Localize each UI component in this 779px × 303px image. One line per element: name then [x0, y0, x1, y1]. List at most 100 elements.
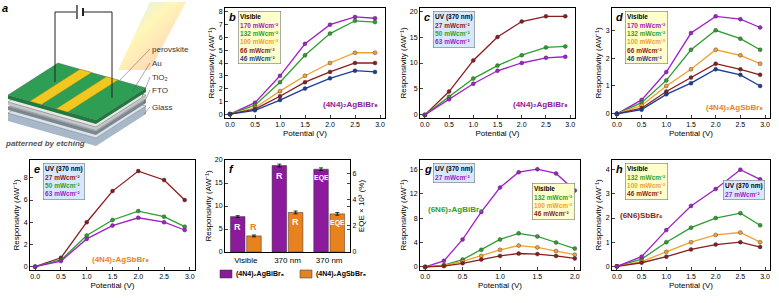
svg-text:perovskite: perovskite — [152, 45, 189, 54]
svg-text:2.0: 2.0 — [570, 273, 580, 280]
svg-text:2.0: 2.0 — [325, 121, 335, 128]
svg-text:3: 3 — [606, 27, 610, 34]
svg-text:4: 4 — [24, 219, 28, 226]
svg-text:b: b — [229, 11, 236, 23]
svg-text:2.0: 2.0 — [711, 121, 721, 128]
svg-text:10: 10 — [215, 202, 223, 209]
svg-text:1.0: 1.0 — [661, 121, 671, 128]
svg-text:12: 12 — [410, 190, 418, 197]
svg-text:a: a — [2, 2, 8, 14]
svg-text:d: d — [616, 11, 623, 23]
svg-text:(4N4)₂AgSbBr₈: (4N4)₂AgSbBr₈ — [92, 255, 149, 264]
svg-text:0.5: 0.5 — [637, 121, 647, 128]
svg-text:3: 3 — [219, 72, 223, 79]
svg-text:Visible170 mWcm⁻²132 mWcm⁻²100: Visible170 mWcm⁻²132 mWcm⁻²100 mWcm⁻²66 … — [240, 13, 279, 62]
svg-text:Visible132 mWcm⁻²100 mWcm⁻²46: Visible132 mWcm⁻²100 mWcm⁻²46 mWcm⁻² — [627, 165, 666, 197]
svg-text:Responsivity (AW⁻¹): Responsivity (AW⁻¹) — [594, 179, 603, 250]
svg-text:Au: Au — [152, 59, 162, 68]
svg-text:0.5: 0.5 — [56, 273, 66, 280]
svg-text:3.0: 3.0 — [375, 121, 385, 128]
svg-text:(4N4)₂AgBiBr₈: (4N4)₂AgBiBr₈ — [323, 100, 378, 109]
svg-text:3.0: 3.0 — [565, 121, 575, 128]
svg-text:1.5: 1.5 — [686, 121, 696, 128]
svg-text:Visible132 mWcm⁻²100 mWcm⁻²46: Visible132 mWcm⁻²100 mWcm⁻²46 mWcm⁻² — [534, 185, 573, 217]
svg-text:2.0: 2.0 — [711, 273, 721, 280]
svg-text:UV (370 nm)27 mWcm⁻²: UV (370 nm)27 mWcm⁻² — [725, 182, 763, 197]
svg-text:0.0: 0.0 — [420, 273, 430, 280]
svg-text:0.5: 0.5 — [444, 121, 454, 128]
svg-text:(6N6)₂AgBiBr₈: (6N6)₂AgBiBr₈ — [428, 205, 483, 214]
svg-text:EQE × 10³ (%): EQE × 10³ (%) — [357, 180, 366, 233]
svg-text:0.0: 0.0 — [420, 121, 430, 128]
svg-text:Responsivity (AW⁻¹): Responsivity (AW⁻¹) — [594, 27, 603, 98]
svg-text:2.0: 2.0 — [133, 273, 143, 280]
svg-text:0: 0 — [219, 248, 223, 255]
svg-text:UV (370 nm)27 mWcm⁻²50 mWcm⁻²6: UV (370 nm)27 mWcm⁻²50 mWcm⁻²63 mWcm⁻² — [45, 165, 83, 197]
svg-text:1.5: 1.5 — [300, 121, 310, 128]
svg-text:Potential (V): Potential (V) — [90, 281, 134, 290]
svg-text:Responsivity (AW⁻¹): Responsivity (AW⁻¹) — [399, 179, 408, 250]
svg-text:8: 8 — [414, 215, 418, 222]
svg-text:2: 2 — [352, 222, 356, 229]
svg-text:0.5: 0.5 — [250, 121, 260, 128]
svg-text:2.5: 2.5 — [541, 121, 551, 128]
svg-text:1.5: 1.5 — [493, 121, 503, 128]
svg-text:0: 0 — [219, 111, 223, 118]
svg-text:1.0: 1.0 — [275, 121, 285, 128]
svg-text:1.0: 1.0 — [495, 273, 505, 280]
svg-text:1: 1 — [219, 98, 223, 105]
svg-text:5: 5 — [219, 47, 223, 54]
svg-text:patterned by etching: patterned by etching — [5, 139, 85, 148]
svg-text:1: 1 — [606, 239, 610, 246]
svg-text:4: 4 — [219, 59, 223, 66]
svg-text:h: h — [616, 163, 623, 175]
svg-text:1.5: 1.5 — [108, 273, 118, 280]
svg-text:0: 0 — [414, 111, 418, 118]
svg-text:7: 7 — [219, 21, 223, 28]
svg-text:Visible170 mWcm⁻²132 mWcm⁻²100: Visible170 mWcm⁻²132 mWcm⁻²100 mWcm⁻²66 … — [627, 13, 666, 62]
svg-text:2.0: 2.0 — [517, 121, 527, 128]
svg-text:2.5: 2.5 — [736, 121, 746, 128]
svg-text:0.0: 0.0 — [225, 121, 235, 128]
svg-text:5: 5 — [219, 225, 223, 232]
svg-text:3.0: 3.0 — [760, 273, 770, 280]
svg-text:0: 0 — [414, 263, 418, 270]
svg-text:5: 5 — [414, 85, 418, 92]
svg-text:0.5: 0.5 — [458, 273, 468, 280]
svg-text:g: g — [424, 163, 432, 175]
svg-text:8: 8 — [219, 8, 223, 15]
svg-text:(4N4)₂AgSbBr₈: (4N4)₂AgSbBr₈ — [316, 270, 366, 278]
svg-text:c: c — [424, 11, 430, 23]
svg-text:Responsivity (AW⁻¹): Responsivity (AW⁻¹) — [12, 179, 21, 250]
svg-text:Potential (V): Potential (V) — [669, 281, 713, 290]
svg-text:1.5: 1.5 — [686, 273, 696, 280]
svg-text:370 nm: 370 nm — [316, 256, 343, 265]
svg-text:Visible: Visible — [234, 256, 258, 265]
svg-text:1.0: 1.0 — [468, 121, 478, 128]
svg-text:2.5: 2.5 — [736, 273, 746, 280]
svg-text:3.0: 3.0 — [760, 121, 770, 128]
svg-text:R: R — [234, 222, 241, 232]
svg-text:Responsivity (AW⁻¹): Responsivity (AW⁻¹) — [399, 27, 408, 98]
svg-text:20: 20 — [410, 8, 418, 15]
svg-text:EQE: EQE — [330, 219, 345, 227]
svg-text:3: 3 — [606, 190, 610, 197]
svg-text:2: 2 — [606, 55, 610, 62]
svg-text:0.5: 0.5 — [637, 273, 647, 280]
svg-text:Potential (V): Potential (V) — [283, 129, 327, 138]
svg-text:1.0: 1.0 — [661, 273, 671, 280]
svg-text:f: f — [229, 163, 234, 175]
svg-text:1: 1 — [606, 82, 610, 89]
svg-text:15: 15 — [215, 179, 223, 186]
svg-text:R: R — [250, 222, 257, 232]
svg-text:2.5: 2.5 — [159, 273, 169, 280]
svg-text:2: 2 — [606, 214, 610, 221]
svg-text:4: 4 — [606, 166, 610, 173]
svg-text:16: 16 — [410, 166, 418, 173]
svg-text:6: 6 — [352, 170, 356, 177]
svg-text:4: 4 — [414, 239, 418, 246]
svg-text:15: 15 — [410, 34, 418, 41]
svg-text:0: 0 — [606, 110, 610, 117]
svg-text:0: 0 — [606, 263, 610, 270]
svg-text:Glass: Glass — [152, 103, 172, 112]
